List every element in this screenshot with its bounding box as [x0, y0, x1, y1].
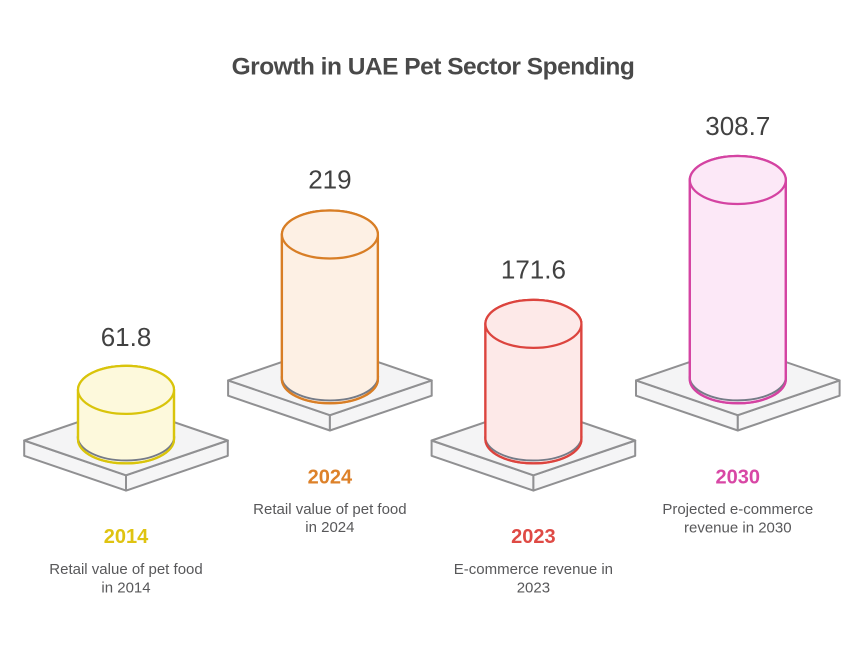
svg-text:219: 219 — [308, 165, 351, 195]
svg-text:171.6: 171.6 — [501, 255, 566, 285]
svg-text:Retail value of pet food: Retail value of pet food — [253, 501, 406, 518]
svg-text:2024: 2024 — [308, 466, 353, 488]
svg-text:Retail value of pet food: Retail value of pet food — [49, 561, 202, 578]
svg-text:2023: 2023 — [517, 579, 550, 596]
svg-text:308.7: 308.7 — [705, 111, 770, 141]
svg-text:in 2024: in 2024 — [305, 519, 354, 536]
svg-text:2014: 2014 — [104, 526, 149, 548]
svg-text:2023: 2023 — [511, 526, 556, 548]
svg-text:Growth in UAE Pet Sector Spend: Growth in UAE Pet Sector Spending — [232, 54, 635, 81]
svg-text:2030: 2030 — [716, 466, 761, 488]
svg-text:E-commerce revenue in: E-commerce revenue in — [454, 561, 613, 578]
svg-text:Projected e-commerce: Projected e-commerce — [662, 501, 813, 518]
svg-text:in 2014: in 2014 — [101, 579, 150, 596]
svg-text:revenue in 2030: revenue in 2030 — [684, 519, 792, 536]
svg-text:61.8: 61.8 — [101, 322, 152, 352]
